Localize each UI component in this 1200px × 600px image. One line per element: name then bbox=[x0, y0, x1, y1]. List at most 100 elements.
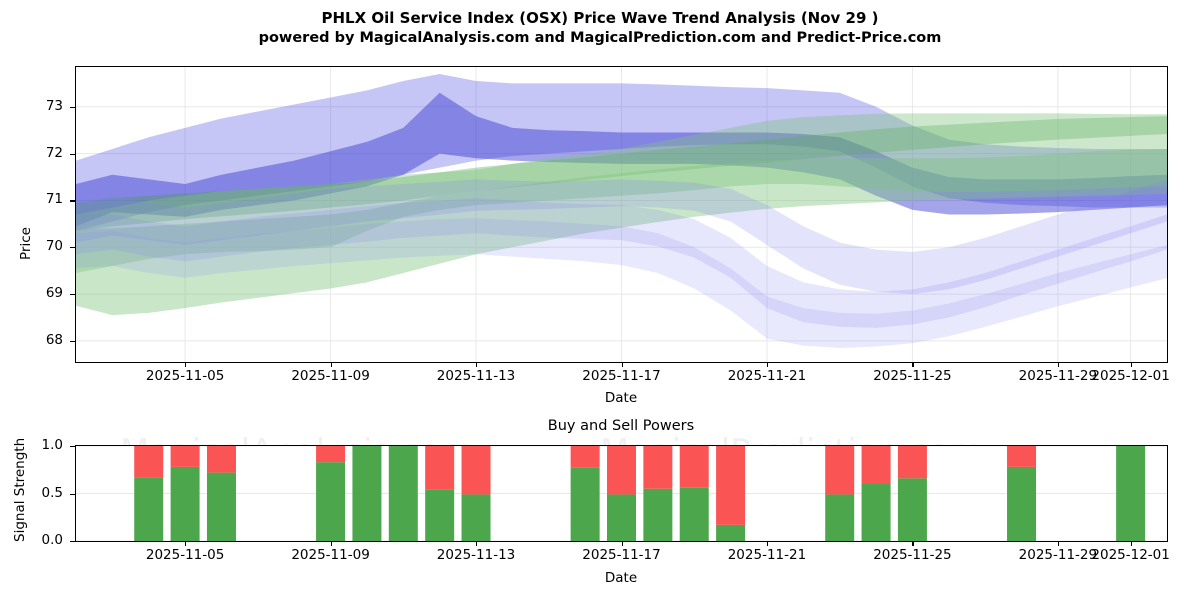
signal-x-tick-mark bbox=[330, 541, 332, 546]
price-band bbox=[76, 74, 1167, 231]
signal-x-tick-label: 2025-11-13 bbox=[436, 547, 516, 563]
buy-power-bar bbox=[897, 478, 927, 541]
price-wave-bands bbox=[76, 67, 1167, 362]
buy-power-bar bbox=[316, 462, 346, 541]
price-y-tick-mark bbox=[70, 153, 75, 155]
signal-chart-title: Buy and Sell Powers bbox=[547, 418, 695, 434]
signal-x-tick-mark bbox=[1057, 541, 1059, 546]
signal-x-tick-label: 2025-11-17 bbox=[582, 547, 661, 563]
price-x-tick-label: 2025-11-09 bbox=[291, 368, 370, 384]
buy-power-bar bbox=[861, 484, 891, 541]
sell-power-bar bbox=[861, 446, 891, 484]
price-x-tick-label: 2025-11-13 bbox=[436, 368, 516, 384]
signal-y-tick-label: 1.0 bbox=[41, 437, 63, 453]
sell-power-bar bbox=[461, 446, 491, 495]
price-x-tick-label: 2025-11-25 bbox=[873, 368, 952, 384]
price-x-tick-label: 2025-11-05 bbox=[145, 368, 225, 384]
buy-power-bar bbox=[825, 494, 855, 541]
buy-power-bar bbox=[352, 446, 382, 541]
signal-x-tick-label: 2025-11-05 bbox=[145, 547, 225, 563]
buy-power-bar bbox=[607, 494, 636, 541]
signal-x-tick-label: 2025-11-25 bbox=[873, 547, 952, 563]
sell-power-bar bbox=[643, 446, 673, 489]
sell-power-bar bbox=[316, 446, 346, 463]
price-band bbox=[76, 113, 1167, 274]
sell-power-bar bbox=[170, 446, 200, 467]
price-y-tick-label: 73 bbox=[45, 97, 63, 114]
signal-x-tick-mark bbox=[185, 541, 187, 546]
price-y-tick-label: 71 bbox=[45, 191, 63, 208]
price-x-tick-label: 2025-12-01 bbox=[1091, 368, 1170, 384]
sell-power-bar bbox=[570, 446, 600, 468]
price-x-tick-mark bbox=[766, 362, 769, 367]
price-y-tick-label: 70 bbox=[45, 238, 63, 255]
page-title: PHLX Oil Service Index (OSX) Price Wave … bbox=[321, 9, 879, 27]
sell-power-bar bbox=[607, 446, 636, 495]
sell-power-bar bbox=[716, 446, 746, 525]
price-y-tick-mark bbox=[70, 340, 75, 343]
signal-x-tick-label: 2025-11-09 bbox=[291, 547, 370, 563]
buy-power-bar bbox=[679, 487, 709, 541]
buy-power-bar bbox=[170, 466, 200, 541]
signal-x-tick-mark bbox=[912, 541, 914, 546]
price-y-tick-label: 68 bbox=[45, 331, 63, 348]
price-x-tick-label: 2025-11-17 bbox=[582, 368, 661, 384]
sell-power-bar bbox=[206, 446, 236, 473]
price-y-axis-title: Price bbox=[18, 227, 34, 260]
buy-power-bar bbox=[1116, 446, 1146, 541]
sell-power-bar bbox=[134, 446, 164, 478]
signal-x-tick-mark bbox=[476, 541, 478, 546]
signal-y-tick-label: 0.0 bbox=[41, 532, 63, 548]
price-x-tick-mark bbox=[476, 362, 478, 367]
signal-x-axis-title: Date bbox=[604, 570, 638, 586]
signal-y-axis-title: Signal Strength bbox=[12, 437, 28, 542]
signal-bars bbox=[76, 446, 1167, 541]
price-x-axis-title: Date bbox=[604, 390, 638, 406]
signal-y-tick-label: 0.5 bbox=[41, 484, 63, 501]
price-band bbox=[76, 218, 1167, 348]
price-band bbox=[76, 92, 1167, 227]
price-band bbox=[76, 198, 1167, 328]
sell-power-bar bbox=[425, 446, 455, 490]
price-y-tick-mark bbox=[70, 200, 75, 202]
signal-x-tick-label: 2025-12-01 bbox=[1091, 547, 1170, 563]
signal-y-tick-mark bbox=[70, 493, 75, 495]
price-x-tick-mark bbox=[912, 362, 914, 367]
price-y-tick-mark bbox=[70, 106, 75, 108]
buy-power-bar bbox=[461, 494, 491, 541]
sell-power-bar bbox=[679, 446, 709, 488]
price-x-tick-label: 2025-11-29 bbox=[1018, 368, 1098, 384]
signal-x-tick-mark bbox=[621, 541, 623, 546]
title-block: PHLX Oil Service Index (OSX) Price Wave … bbox=[0, 8, 1200, 48]
page-subtitle: powered by MagicalAnalysis.com and Magic… bbox=[258, 30, 942, 46]
price-x-tick-mark bbox=[330, 362, 332, 367]
signal-y-tick-mark bbox=[70, 446, 75, 448]
price-x-tick-label: 2025-11-21 bbox=[727, 368, 807, 384]
price-y-tick-mark bbox=[70, 247, 75, 249]
sell-power-bar bbox=[825, 446, 855, 495]
signal-x-tick-label: 2025-11-21 bbox=[727, 547, 807, 563]
price-y-tick-mark bbox=[70, 294, 75, 296]
price-x-tick-mark bbox=[621, 362, 623, 367]
buy-power-bar bbox=[1007, 466, 1037, 541]
buy-power-bar bbox=[134, 477, 164, 541]
buy-power-bar bbox=[388, 446, 418, 541]
buy-power-bar bbox=[206, 472, 236, 541]
price-band bbox=[76, 148, 1167, 316]
price-chart-plot-area bbox=[75, 66, 1168, 363]
signal-chart-plot-area bbox=[75, 445, 1168, 542]
signal-x-tick-mark bbox=[1130, 541, 1132, 546]
price-y-tick-label: 72 bbox=[45, 144, 63, 161]
price-y-tick-label: 69 bbox=[45, 285, 63, 302]
signal-x-tick-label: 2025-11-29 bbox=[1018, 547, 1098, 563]
buy-power-bar bbox=[643, 488, 673, 541]
buy-power-bar bbox=[716, 524, 746, 541]
price-x-tick-mark bbox=[1057, 362, 1059, 367]
signal-x-tick-mark bbox=[766, 541, 769, 546]
price-band bbox=[76, 179, 1167, 295]
signal-y-tick-mark bbox=[70, 541, 75, 543]
price-x-tick-mark bbox=[185, 362, 187, 367]
buy-power-bar bbox=[570, 467, 600, 541]
sell-power-bar bbox=[897, 446, 927, 479]
